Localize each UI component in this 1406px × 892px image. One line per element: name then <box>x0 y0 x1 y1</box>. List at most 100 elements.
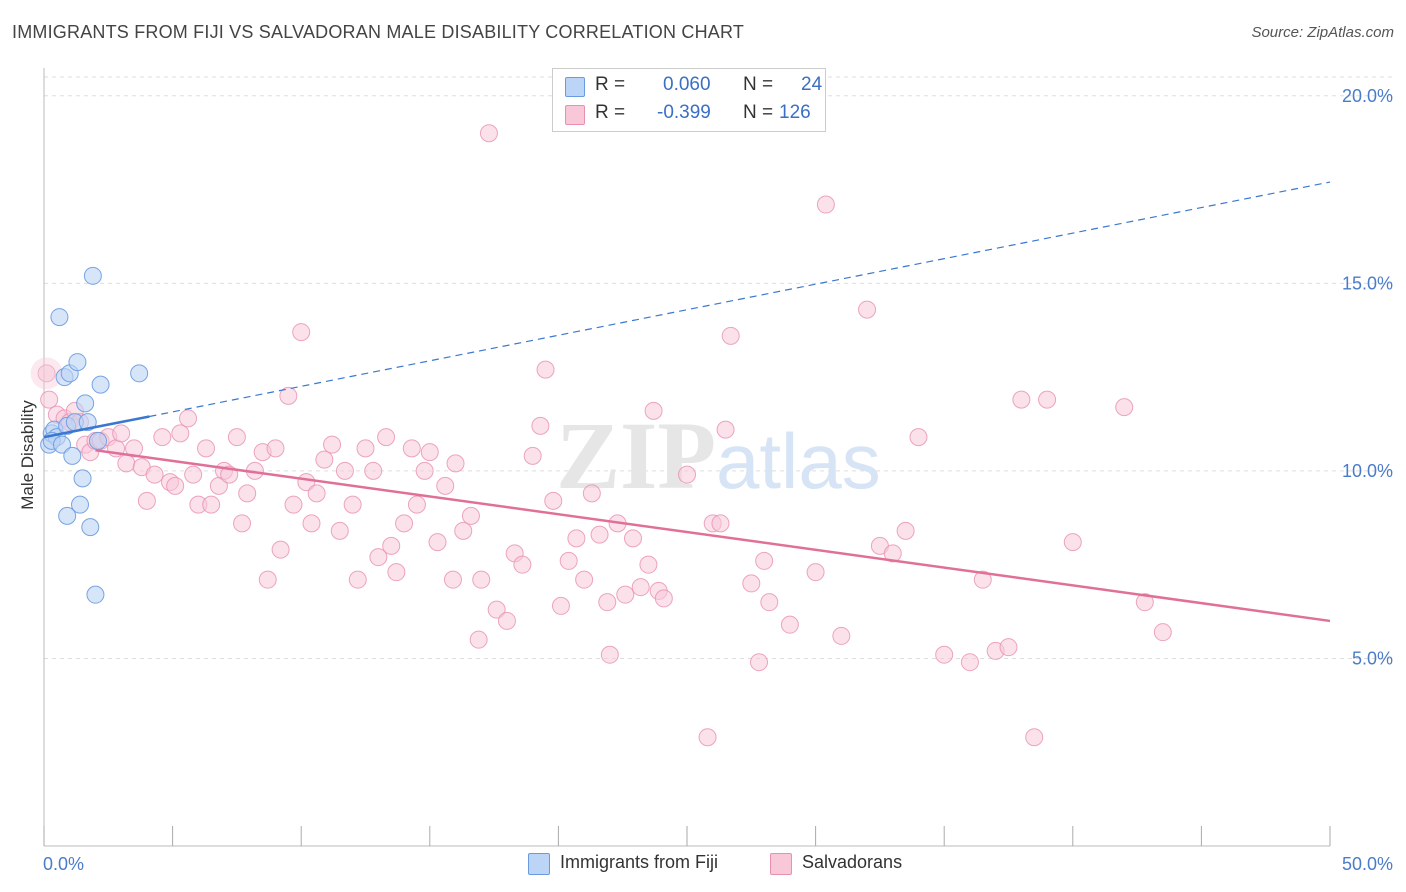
fiji-point <box>58 506 77 525</box>
legend-label-fiji: Immigrants from Fiji <box>560 852 719 872</box>
trend-lines <box>43 181 1331 623</box>
salvadorans-point <box>377 428 396 447</box>
watermark-atlas: atlas <box>716 417 881 505</box>
salvadorans-point <box>446 454 465 473</box>
salvadorans-point <box>883 544 902 563</box>
salvadorans-point <box>1115 398 1134 417</box>
salvadorans-point <box>1038 390 1057 409</box>
fiji-point <box>83 266 102 285</box>
fiji-point <box>73 469 92 488</box>
fiji-point <box>78 413 97 432</box>
salvadorans-point <box>227 428 246 447</box>
source-label: Source: ZipAtlas.com <box>1251 24 1394 41</box>
fiji-point <box>76 394 95 413</box>
salvadorans-point <box>202 495 221 514</box>
fiji-points <box>40 266 149 604</box>
salvadorans-point <box>1135 593 1154 612</box>
fiji-point <box>50 308 69 327</box>
x-tick-label: 0.0% <box>43 854 84 874</box>
salvadorans-point <box>258 570 277 589</box>
legend-r-label: R = <box>595 102 626 123</box>
salvadorans-point <box>487 600 506 619</box>
salvadorans-point <box>364 461 383 480</box>
grid-layer <box>44 76 1392 659</box>
salvadorans-point <box>461 506 480 525</box>
legend-label-salvadorans: Salvadorans <box>802 852 903 872</box>
salvadorans-point <box>343 495 362 514</box>
salvadorans-point <box>315 450 334 469</box>
salvadorans-point <box>454 521 473 540</box>
salvadorans-point <box>600 645 619 664</box>
salvadorans-point <box>197 439 216 458</box>
legend-n-value: 24 <box>801 74 823 95</box>
watermark: ZIP atlas <box>556 402 881 509</box>
tick-labels: 5.0% 10.0% 15.0% 20.0% 0.0% 50.0% <box>43 86 1393 874</box>
salvadorans-point <box>137 491 156 510</box>
salvadorans-point <box>166 476 185 495</box>
salvadorans-point <box>348 570 367 589</box>
salvadorans-point <box>1063 533 1082 552</box>
salvadorans-point <box>750 653 769 672</box>
fiji-point <box>81 518 100 537</box>
salvadorans-point <box>858 300 877 319</box>
axis-layer <box>43 68 1331 847</box>
salvadorans-point <box>469 630 488 649</box>
salvadorans-point <box>523 446 542 465</box>
salvadorans-point <box>567 529 586 548</box>
salvadorans-point <box>356 439 375 458</box>
salvadorans-point <box>711 514 730 533</box>
legend-row-fiji: R = 0.060 N = 24 <box>565 73 822 99</box>
salvadorans-point <box>716 420 735 439</box>
salvadorans-point <box>780 615 799 634</box>
salvadorans-points <box>30 124 1172 747</box>
salvadorans-point <box>1153 623 1172 642</box>
salvadorans-point <box>125 439 144 458</box>
salvadorans-point <box>816 195 835 214</box>
salvadorans-point <box>171 424 190 443</box>
legend-r-value: 0.060 <box>663 74 711 95</box>
salvadorans-point <box>551 596 570 615</box>
legend-n-label: N = <box>743 74 774 95</box>
salvadorans-point <box>420 443 439 462</box>
salvadorans-swatch <box>565 105 585 125</box>
salvadorans-point <box>1025 728 1044 747</box>
salvadorans-point <box>935 645 954 664</box>
salvadorans-point <box>479 124 498 143</box>
chart-title: IMMIGRANTS FROM FIJI VS SALVADORAN MALE … <box>12 22 745 42</box>
legend-r-label: R = <box>595 74 626 95</box>
legend-n-value: 126 <box>779 102 811 123</box>
salvadorans-point <box>292 323 311 342</box>
salvadorans-point <box>909 428 928 447</box>
salvadorans-point <box>415 461 434 480</box>
salvadorans-point <box>112 424 131 443</box>
fiji-point <box>63 446 82 465</box>
salvadorans-point <box>302 514 321 533</box>
fiji-trendline <box>43 415 150 439</box>
x-tick-label: 50.0% <box>1342 854 1393 874</box>
fiji-point <box>89 431 108 450</box>
salvadorans-point <box>37 364 56 383</box>
y-tick-label: 15.0% <box>1342 273 1393 293</box>
salvadorans-point <box>30 357 63 390</box>
legend-n-label: N = <box>743 102 774 123</box>
correlation-legend: R = 0.060 N = 24 R = -0.399 N = 126 <box>552 68 826 132</box>
salvadorans-point <box>497 611 516 630</box>
salvadorans-point <box>678 465 696 484</box>
salvadorans-point <box>999 638 1018 657</box>
salvadorans-point <box>330 521 349 540</box>
salvadorans-point <box>179 409 198 428</box>
salvadorans-point <box>443 570 462 589</box>
y-tick-label: 10.0% <box>1342 461 1393 481</box>
salvadorans-point <box>184 465 203 484</box>
salvadorans-trendline <box>95 449 1331 623</box>
salvadorans-point <box>644 401 663 420</box>
salvadorans-point <box>598 593 617 612</box>
salvadorans-point <box>233 514 252 533</box>
salvadorans-point <box>742 574 761 593</box>
salvadorans-swatch <box>770 853 792 875</box>
salvadorans-point <box>623 529 642 548</box>
fiji-trendline-extension <box>149 181 1331 418</box>
salvadorans-point <box>575 570 594 589</box>
salvadorans-point <box>40 390 59 409</box>
